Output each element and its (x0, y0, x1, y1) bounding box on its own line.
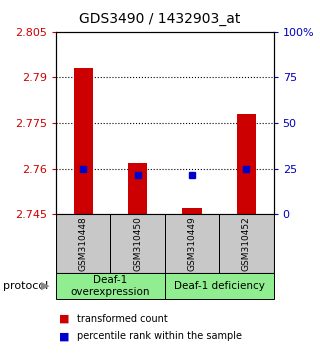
Text: ■: ■ (59, 314, 70, 324)
Bar (110, 214, 165, 273)
Text: Deaf-1 deficiency: Deaf-1 deficiency (174, 281, 265, 291)
Bar (56, 214, 110, 273)
Text: ■: ■ (59, 331, 70, 341)
Text: GSM310450: GSM310450 (133, 216, 142, 271)
Text: percentile rank within the sample: percentile rank within the sample (77, 331, 242, 341)
Bar (165, 273, 274, 298)
Bar (74, 68, 93, 214)
Bar (237, 114, 256, 214)
Bar (165, 214, 219, 273)
Text: GSM310449: GSM310449 (188, 216, 196, 271)
Bar (128, 162, 147, 214)
Text: ▶: ▶ (41, 281, 50, 291)
Bar (56, 273, 165, 298)
Text: GDS3490 / 1432903_at: GDS3490 / 1432903_at (79, 12, 241, 27)
Text: Deaf-1
overexpression: Deaf-1 overexpression (71, 275, 150, 297)
Bar (182, 208, 202, 214)
Bar (219, 214, 274, 273)
Text: protocol: protocol (3, 281, 48, 291)
Text: transformed count: transformed count (77, 314, 168, 324)
Text: GSM310448: GSM310448 (79, 216, 88, 271)
Text: GSM310452: GSM310452 (242, 216, 251, 271)
